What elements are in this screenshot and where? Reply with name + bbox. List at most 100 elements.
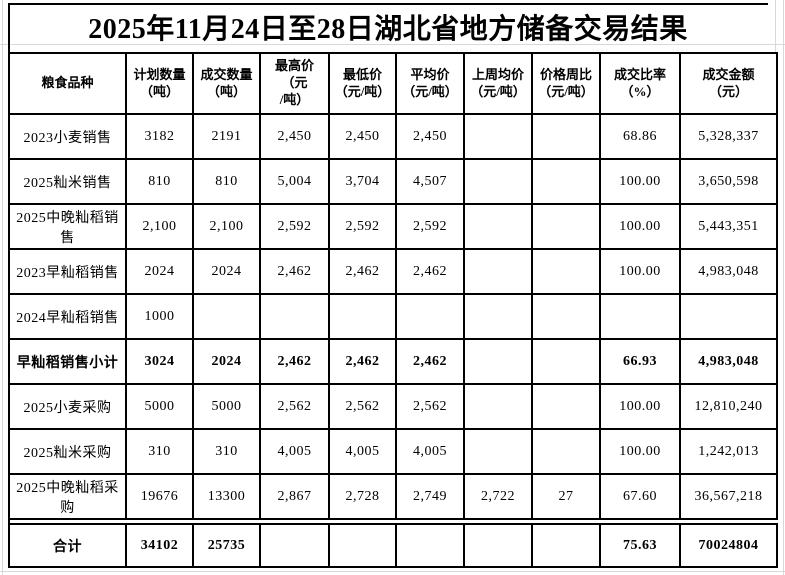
total-cell-highest-price — [259, 523, 330, 568]
total-cell-lastweek-price — [463, 523, 533, 568]
table-cell: 2,100 — [125, 203, 194, 250]
gridline-horizontal-under-title — [0, 44, 785, 45]
total-cell-trade-amount: 70024804 — [679, 523, 778, 568]
total-cell-traded-qty: 25735 — [192, 523, 261, 568]
table-cell — [531, 293, 601, 340]
table-cell: 19676 — [125, 473, 194, 520]
table-cell: 4,983,048 — [679, 338, 778, 385]
header-row: 粮食品种 计划数量 （吨） 成交数量 （吨） 最高价 （元 /吨） 最低价 （元… — [8, 52, 778, 115]
table-cell: 2025小麦采购 — [8, 383, 127, 430]
results-table: 粮食品种 计划数量 （吨） 成交数量 （吨） 最高价 （元 /吨） 最低价 （元… — [8, 52, 778, 520]
column-header-traded-qty: 成交数量 （吨） — [192, 52, 261, 115]
table-cell: 2,462 — [328, 338, 397, 385]
table-cell: 36,567,218 — [679, 473, 778, 520]
total-cell-price-wow — [531, 523, 601, 568]
table-cell: 68.86 — [599, 113, 681, 160]
table-cell: 100.00 — [599, 203, 681, 250]
table-cell: 2,592 — [328, 203, 397, 250]
table-row: 2025籼米销售 810 810 5,004 3,704 4,507 100.00 3,650… — [8, 158, 778, 205]
table-cell: 13300 — [192, 473, 261, 520]
table-cell: 2,728 — [328, 473, 397, 520]
table-body: 2023小麦销售 3182 2191 2,450 2,450 2,450 68.86 5,32… — [8, 113, 778, 520]
table-cell: 810 — [192, 158, 261, 205]
table-cell: 100.00 — [599, 383, 681, 430]
table-row: 2025小麦采购 5000 5000 2,562 2,562 2,562 100.00 12,… — [8, 383, 778, 430]
total-cell-trade-ratio: 75.63 — [599, 523, 681, 568]
table-cell: 2025中晚籼稻销售 — [8, 203, 127, 250]
table-cell: 100.00 — [599, 248, 681, 295]
table-cell: 5,004 — [259, 158, 330, 205]
table-cell: 12,810,240 — [679, 383, 778, 430]
table-cell: 2,867 — [259, 473, 330, 520]
table-cell: 2191 — [192, 113, 261, 160]
table-header: 粮食品种 计划数量 （吨） 成交数量 （吨） 最高价 （元 /吨） 最低价 （元… — [8, 52, 778, 115]
total-cell-lowest-price — [328, 523, 397, 568]
page-title: 2025年11月24日至28日湖北省地方储备交易结果 — [88, 14, 688, 45]
table-cell: 2,100 — [192, 203, 261, 250]
table-cell: 2025中晚籼稻采购 — [8, 473, 127, 520]
table-cell: 66.93 — [599, 338, 681, 385]
table-cell: 27 — [531, 473, 601, 520]
table-cell — [259, 293, 330, 340]
column-header-planned-qty: 计划数量 （吨） — [125, 52, 194, 115]
table-cell: 2,462 — [259, 248, 330, 295]
table-cell: 2024早籼稻销售 — [8, 293, 127, 340]
table-row: 2024早籼稻销售 1000 — [8, 293, 778, 340]
gridline-vertical-right-outer — [783, 0, 784, 575]
table-cell: 2023早籼稻销售 — [8, 248, 127, 295]
table-cell: 2,450 — [328, 113, 397, 160]
table-cell: 2,462 — [395, 338, 465, 385]
column-header-grain-type: 粮食品种 — [8, 52, 127, 115]
table-cell — [463, 158, 533, 205]
table-cell: 2025籼米采购 — [8, 428, 127, 475]
table-row: 2023早籼稻销售 2024 2024 2,462 2,462 2,462 100.00 4,… — [8, 248, 778, 295]
table-cell: 早籼稻销售小计 — [8, 338, 127, 385]
table-cell: 810 — [125, 158, 194, 205]
total-cell-label: 合计 — [8, 523, 127, 568]
table-cell: 2,462 — [259, 338, 330, 385]
table-cell — [328, 293, 397, 340]
column-header-trade-ratio: 成交比率 （%） — [599, 52, 681, 115]
table-cell: 310 — [125, 428, 194, 475]
table-cell: 4,983,048 — [679, 248, 778, 295]
table-left-border-gap — [8, 516, 10, 524]
column-header-lastweek-price: 上周均价 （元/吨） — [463, 52, 533, 115]
table-cell: 5000 — [125, 383, 194, 430]
title-left-border — [8, 3, 10, 52]
table-cell — [395, 293, 465, 340]
table-cell: 2,562 — [395, 383, 465, 430]
column-header-average-price: 平均价 （元/吨） — [395, 52, 465, 115]
table-cell: 3024 — [125, 338, 194, 385]
table-cell: 4,507 — [395, 158, 465, 205]
table-cell — [531, 113, 601, 160]
table-cell: 100.00 — [599, 158, 681, 205]
table-cell — [463, 203, 533, 250]
table-cell: 2025籼米销售 — [8, 158, 127, 205]
table-cell: 3,704 — [328, 158, 397, 205]
column-header-highest-price: 最高价 （元 /吨） — [259, 52, 330, 115]
total-row: 合计 34102 25735 75.63 70024804 — [8, 523, 778, 568]
table-cell: 1000 — [125, 293, 194, 340]
table-cell: 2,450 — [259, 113, 330, 160]
table-cell — [463, 428, 533, 475]
table-cell: 2,592 — [395, 203, 465, 250]
column-header-price-wow: 价格周比 （元/吨） — [531, 52, 601, 115]
table-cell — [463, 113, 533, 160]
table-cell: 5,328,337 — [679, 113, 778, 160]
table-cell — [531, 338, 601, 385]
table-cell — [531, 383, 601, 430]
gridline-vertical-title-right — [775, 0, 776, 52]
table-cell — [531, 248, 601, 295]
table-cell — [531, 158, 601, 205]
table-cell — [531, 428, 601, 475]
table-cell: 2,450 — [395, 113, 465, 160]
table-row: 早籼稻销售小计 3024 2024 2,462 2,462 2,462 66.93 4,983… — [8, 338, 778, 385]
table-cell: 2,749 — [395, 473, 465, 520]
table-cell: 3182 — [125, 113, 194, 160]
title-top-border — [8, 3, 768, 5]
table-cell: 2024 — [192, 338, 261, 385]
table-cell — [463, 338, 533, 385]
total-table: 合计 34102 25735 75.63 70024804 — [8, 523, 778, 568]
gridline-horizontal-bottom — [0, 571, 785, 572]
